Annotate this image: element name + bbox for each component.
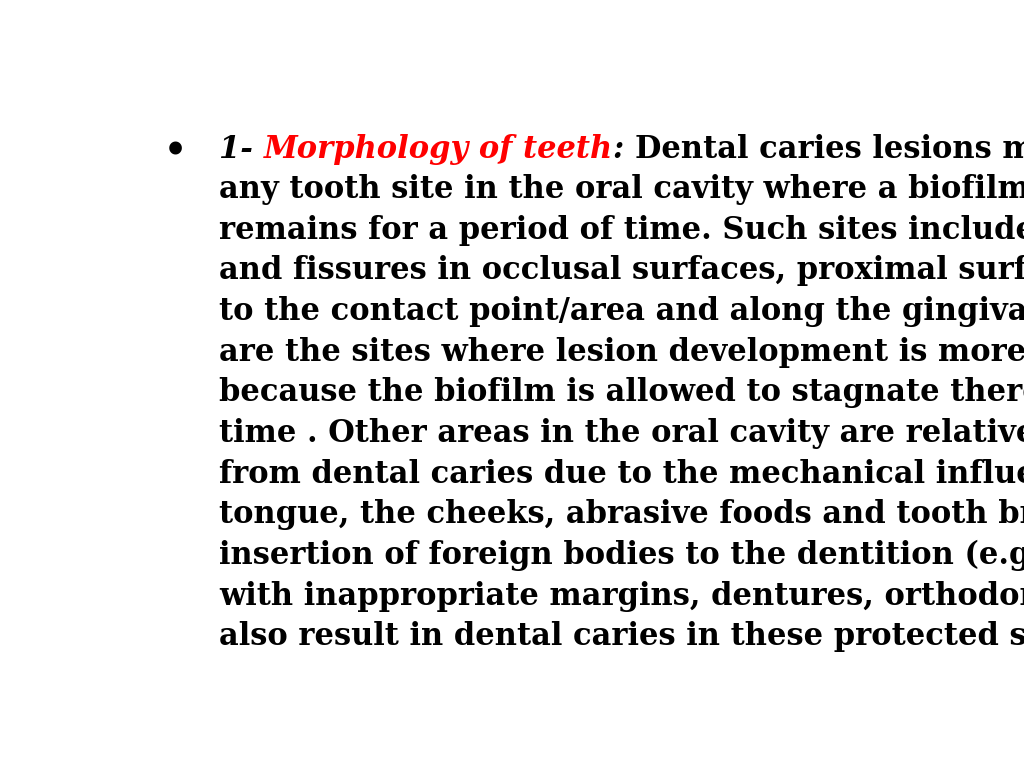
Text: insertion of foreign bodies to the dentition (e.g. fillings: insertion of foreign bodies to the denti… [219, 540, 1024, 571]
Text: •: • [164, 134, 186, 167]
Text: and fissures in occlusal surfaces, proximal surfaces cervical: and fissures in occlusal surfaces, proxi… [219, 256, 1024, 286]
Text: any tooth site in the oral cavity where a biofilm develops and: any tooth site in the oral cavity where … [219, 174, 1024, 205]
Text: :: : [613, 134, 635, 164]
Text: because the biofilm is allowed to stagnate there for prolonged: because the biofilm is allowed to stagna… [219, 377, 1024, 409]
Text: 1-: 1- [219, 134, 264, 164]
Text: from dental caries due to the mechanical influence from the: from dental caries due to the mechanical… [219, 458, 1024, 490]
Text: time . Other areas in the oral cavity are relatively protected: time . Other areas in the oral cavity ar… [219, 418, 1024, 449]
Text: Morphology of teeth: Morphology of teeth [264, 134, 613, 164]
Text: are the sites where lesion development is more likely to occur: are the sites where lesion development i… [219, 336, 1024, 368]
Text: remains for a period of time. Such sites include pits, grooves: remains for a period of time. Such sites… [219, 215, 1024, 246]
Text: to the contact point/area and along the gingival margin. These: to the contact point/area and along the … [219, 296, 1024, 327]
Text: Dental caries lesions may develop at: Dental caries lesions may develop at [635, 134, 1024, 164]
Text: with inappropriate margins, dentures, orthodontic bands) may: with inappropriate margins, dentures, or… [219, 581, 1024, 612]
Text: also result in dental caries in these protected sites.: also result in dental caries in these pr… [219, 621, 1024, 652]
Text: tongue, the cheeks, abrasive foods and tooth brushing but the: tongue, the cheeks, abrasive foods and t… [219, 499, 1024, 531]
